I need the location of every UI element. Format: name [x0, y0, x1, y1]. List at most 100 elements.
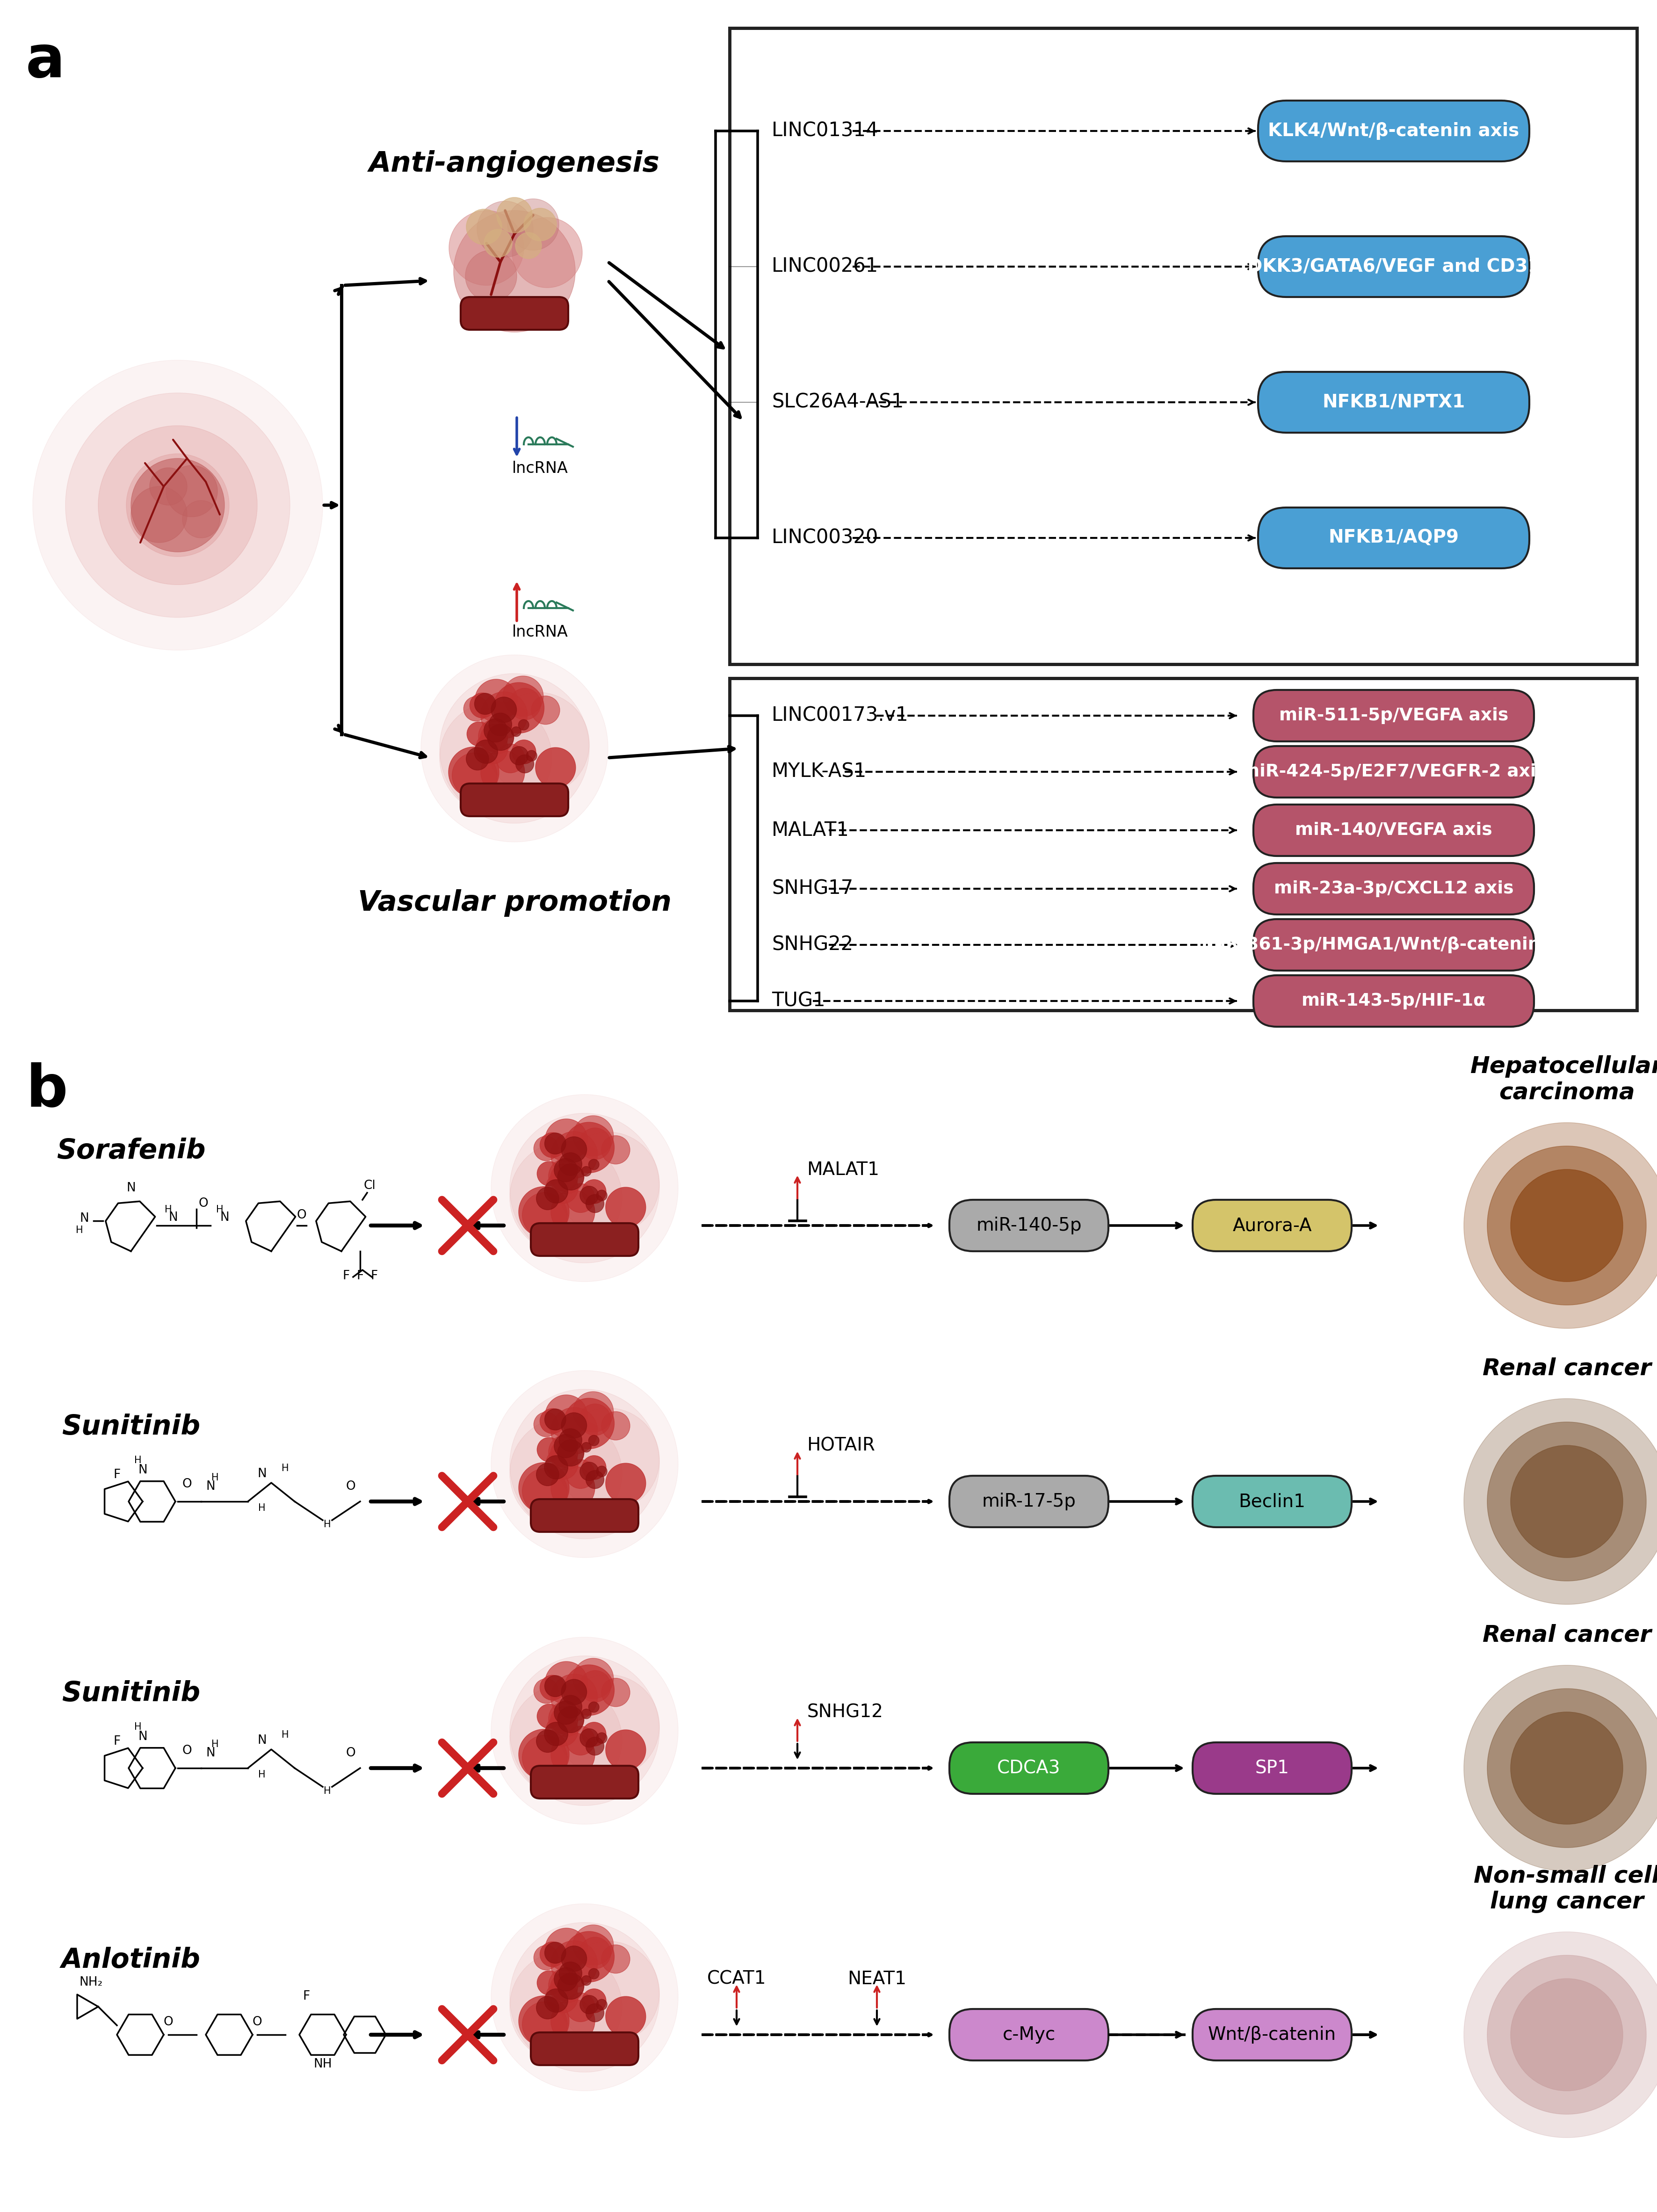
- Circle shape: [553, 1701, 578, 1725]
- Circle shape: [519, 719, 529, 730]
- Circle shape: [545, 1119, 588, 1161]
- Circle shape: [509, 688, 540, 719]
- Circle shape: [601, 1679, 630, 1708]
- Circle shape: [587, 2004, 605, 2022]
- Circle shape: [573, 1391, 613, 1431]
- Text: H: H: [215, 1206, 224, 1214]
- Text: miR-143-5p/HIF-1α: miR-143-5p/HIF-1α: [1301, 993, 1486, 1009]
- Text: H: H: [282, 1464, 288, 1473]
- Circle shape: [545, 1674, 567, 1697]
- Circle shape: [522, 1192, 567, 1237]
- Circle shape: [557, 1133, 659, 1234]
- Text: MALAT1: MALAT1: [772, 821, 850, 841]
- Circle shape: [439, 701, 552, 814]
- Circle shape: [131, 487, 187, 542]
- Circle shape: [557, 1440, 583, 1467]
- Circle shape: [588, 1436, 600, 1447]
- Text: DKK3/GATA6/VEGF and CD31: DKK3/GATA6/VEGF and CD31: [1248, 259, 1541, 276]
- Circle shape: [582, 1179, 606, 1203]
- Circle shape: [490, 1371, 678, 1557]
- FancyBboxPatch shape: [1258, 237, 1529, 296]
- Circle shape: [567, 1460, 595, 1489]
- Circle shape: [464, 697, 489, 721]
- Circle shape: [479, 719, 514, 754]
- Circle shape: [557, 1674, 659, 1778]
- Text: MYLK-AS1: MYLK-AS1: [772, 761, 867, 781]
- Circle shape: [548, 1969, 583, 2004]
- Circle shape: [537, 1997, 558, 2020]
- Circle shape: [421, 655, 608, 843]
- Circle shape: [545, 1661, 588, 1703]
- FancyBboxPatch shape: [530, 1500, 638, 1533]
- Text: O: O: [164, 2015, 174, 2028]
- Circle shape: [510, 1389, 659, 1540]
- Circle shape: [1511, 1170, 1622, 1281]
- Circle shape: [1488, 1688, 1647, 1847]
- Circle shape: [573, 1659, 613, 1699]
- Circle shape: [1488, 1422, 1647, 1582]
- Circle shape: [580, 1938, 611, 1969]
- Circle shape: [481, 692, 527, 739]
- FancyBboxPatch shape: [1253, 805, 1534, 856]
- FancyBboxPatch shape: [461, 296, 568, 330]
- Circle shape: [534, 1944, 558, 1971]
- Text: H: H: [212, 1473, 219, 1482]
- Circle shape: [545, 1447, 578, 1480]
- Text: N: N: [220, 1212, 229, 1223]
- Circle shape: [580, 1128, 611, 1159]
- Text: Anti-angiogenesis: Anti-angiogenesis: [370, 150, 659, 177]
- Circle shape: [557, 1973, 583, 2000]
- Text: Vascular promotion: Vascular promotion: [358, 889, 671, 916]
- Text: c-Myc: c-Myc: [1002, 2026, 1056, 2044]
- Circle shape: [487, 723, 514, 750]
- Text: LINC01314: LINC01314: [772, 122, 878, 142]
- Circle shape: [545, 1723, 568, 1745]
- FancyBboxPatch shape: [729, 29, 1637, 664]
- Circle shape: [1488, 1955, 1647, 2115]
- FancyBboxPatch shape: [1193, 1743, 1352, 1794]
- Circle shape: [545, 1172, 578, 1203]
- Circle shape: [537, 1161, 562, 1186]
- Circle shape: [562, 1137, 587, 1161]
- Circle shape: [545, 1714, 578, 1747]
- Circle shape: [66, 394, 290, 617]
- Circle shape: [471, 692, 495, 719]
- Circle shape: [545, 1989, 568, 2013]
- Circle shape: [1511, 1712, 1622, 1825]
- Circle shape: [587, 1194, 605, 1212]
- Text: miR-511-5p/VEGFA axis: miR-511-5p/VEGFA axis: [1279, 708, 1508, 723]
- Circle shape: [534, 1411, 558, 1438]
- Circle shape: [490, 1637, 678, 1825]
- Circle shape: [1463, 1666, 1657, 1871]
- Circle shape: [490, 1095, 678, 1281]
- Circle shape: [582, 1710, 592, 1719]
- Circle shape: [474, 692, 495, 714]
- FancyBboxPatch shape: [1253, 690, 1534, 741]
- Circle shape: [545, 1942, 567, 1964]
- Circle shape: [557, 1164, 583, 1190]
- Circle shape: [1511, 1978, 1622, 2090]
- Circle shape: [507, 199, 558, 250]
- Circle shape: [495, 743, 525, 772]
- Text: O: O: [346, 1480, 356, 1493]
- Circle shape: [588, 1969, 600, 1980]
- Circle shape: [550, 1164, 578, 1192]
- Circle shape: [545, 1179, 568, 1203]
- Circle shape: [601, 1411, 630, 1440]
- Text: Sorafenib: Sorafenib: [56, 1137, 205, 1164]
- Text: TUG1: TUG1: [772, 991, 825, 1011]
- Circle shape: [532, 697, 560, 723]
- Circle shape: [580, 1730, 598, 1747]
- Circle shape: [1488, 1146, 1647, 1305]
- Text: LINC00320: LINC00320: [772, 529, 878, 549]
- FancyBboxPatch shape: [461, 783, 568, 816]
- Text: LINC00261: LINC00261: [772, 257, 878, 276]
- Circle shape: [490, 697, 517, 723]
- Circle shape: [588, 1159, 600, 1170]
- Circle shape: [567, 1183, 595, 1212]
- Circle shape: [515, 754, 534, 772]
- Circle shape: [557, 1705, 583, 1732]
- Text: SNHG17: SNHG17: [772, 878, 853, 898]
- Text: SNHG12: SNHG12: [807, 1703, 883, 1721]
- Circle shape: [588, 1701, 600, 1712]
